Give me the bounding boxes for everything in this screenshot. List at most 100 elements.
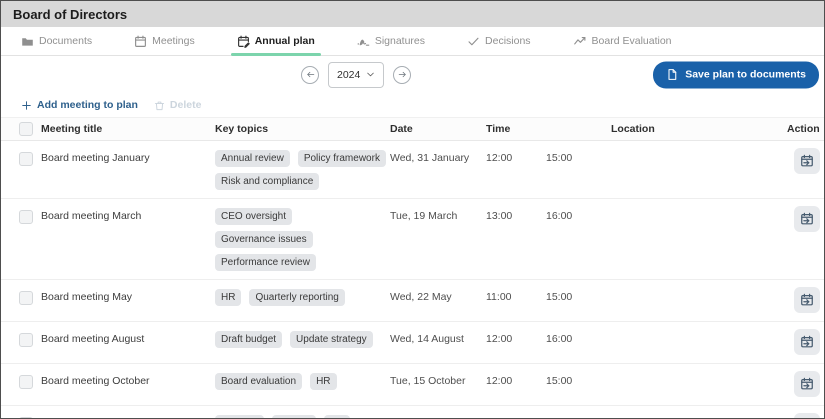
meeting-date: Tue, 15 October [390,375,466,387]
topic-chip: HR [310,373,337,390]
meeting-start-time: 12:00 [486,333,513,345]
column-header-location: Location [611,123,655,135]
table-row: Board meeting May HR Quarterly reporting … [1,280,824,322]
topic-chip: Update strategy [290,331,373,348]
topic-chip: Strategy [215,415,265,418]
tab-signatures[interactable]: Signatures [351,27,431,55]
meeting-date: Wed, 14 August [390,333,464,345]
row-checkbox[interactable] [19,417,33,418]
add-to-calendar-button[interactable] [793,371,820,397]
meeting-date: Tue, 10 December [390,415,486,418]
topic-chip: HR [215,289,242,306]
meeting-end-time: 16:00 [546,210,573,222]
save-button-label: Save plan to documents [685,68,806,81]
key-topics: Board evaluation HR [215,373,390,390]
year-selector-row: 2024 Save plan to documents [1,56,824,93]
table-actions-row: Add meeting to plan Delete [1,93,824,117]
table-row: Board Meeting December StrategyBudgetHR … [1,406,824,418]
delete-button[interactable]: Delete [154,99,202,111]
topic-chip: Annual review [215,150,290,167]
row-checkbox[interactable] [19,375,33,389]
trash-icon [154,100,165,111]
key-topics: Annual review Policy framework Risk and co… [215,150,390,190]
save-plan-to-documents-button[interactable]: Save plan to documents [653,61,819,88]
tab-meetings[interactable]: Meetings [128,27,201,55]
tab-board-evaluation[interactable]: Board Evaluation [567,27,678,55]
meeting-end-time: 15:00 [546,415,572,418]
table-header-row: Meeting title Key topics Date Time Locat… [1,117,824,141]
table-row: Board meeting March CEO oversight Governa… [1,199,824,280]
previous-year-button[interactable] [301,65,319,84]
row-checkbox[interactable] [19,210,33,224]
column-header-meeting-title: Meeting title [41,123,103,135]
add-button-label: Add meeting to plan [37,99,138,111]
tab-documents[interactable]: Documents [15,27,98,55]
tab-decisions[interactable]: Decisions [461,27,537,55]
arrow-left-icon [306,70,315,79]
year-value: 2024 [337,68,361,81]
column-header-date: Date [390,123,413,135]
calendar-move-icon [800,335,814,349]
year-selector: 2024 [301,61,412,88]
key-topics: Draft budget Update strategy [215,331,390,348]
topic-chip: Policy framework [297,150,386,167]
row-checkbox[interactable] [19,291,33,305]
meeting-end-time: 15:00 [546,375,573,387]
add-meeting-to-plan-button[interactable]: Add meeting to plan [21,99,138,111]
select-all-checkbox[interactable] [19,122,33,136]
meeting-title: Board meeting October [41,375,150,387]
table-body: Board meeting January Annual review Polic… [1,141,824,418]
meeting-start-time: 12:00 [486,375,513,387]
add-to-calendar-button[interactable] [793,148,820,174]
meeting-start-time: 07:00 [486,415,546,418]
meeting-title: Board meeting August [41,333,145,345]
table-row: Board meeting August Draft budget Update … [1,322,824,364]
topic-chip: Quarterly reporting [249,289,345,306]
meeting-date: Wed, 31 January [390,152,470,164]
meeting-date: Tue, 19 March [390,210,458,222]
table-row: Board meeting October Board evaluation HR… [1,364,824,406]
tab-bar: Documents Meetings Annual plan Signature… [1,27,824,56]
calendar-move-icon [800,212,814,226]
topic-chip: CEO oversight [215,208,293,225]
topic-chip: Performance review [215,254,316,271]
chart-icon [573,35,587,48]
document-icon [666,69,678,81]
meeting-date: Wed, 22 May [390,291,452,303]
calendar-move-icon [800,154,814,168]
meeting-end-time: 15:00 [546,291,573,303]
topic-chip: HR [323,415,351,418]
calendar-move-icon [800,293,814,307]
plus-icon [21,100,32,111]
meeting-start-time: 13:00 [486,210,513,222]
folder-icon [21,35,34,48]
topic-chip: Risk and compliance [215,173,320,190]
key-topics: HR Quarterly reporting [215,289,390,306]
key-topics: CEO oversight Governance issues Performanc… [215,208,390,271]
meeting-end-time: 16:00 [546,333,573,345]
header-checkbox-cell [1,122,41,136]
next-year-button[interactable] [393,65,412,84]
delete-button-label: Delete [169,99,202,111]
titlebar: Board of Directors [1,1,824,27]
topic-chip: Governance issues [215,231,313,248]
meeting-end-time: 15:00 [546,152,573,164]
add-to-calendar-button[interactable] [793,329,820,355]
table-row: Board meeting January Annual review Polic… [1,141,824,199]
column-header-action: Action [787,123,820,135]
signature-icon [357,35,370,48]
chevron-down-icon [366,70,375,79]
meeting-title: Board meeting March [41,210,142,222]
column-header-time: Time [486,123,511,135]
row-checkbox[interactable] [19,152,33,166]
year-dropdown[interactable]: 2024 [328,61,385,88]
add-to-calendar-button[interactable] [793,287,820,313]
check-icon [467,35,480,48]
add-to-calendar-button[interactable] [793,413,820,418]
row-checkbox[interactable] [19,333,33,347]
arrow-right-icon [398,70,407,79]
tab-annual-plan[interactable]: Annual plan [230,27,321,56]
page-title: Board of Directors [13,6,128,22]
key-topics: Strategy Budget HR [215,415,390,418]
add-to-calendar-button[interactable] [793,206,820,232]
